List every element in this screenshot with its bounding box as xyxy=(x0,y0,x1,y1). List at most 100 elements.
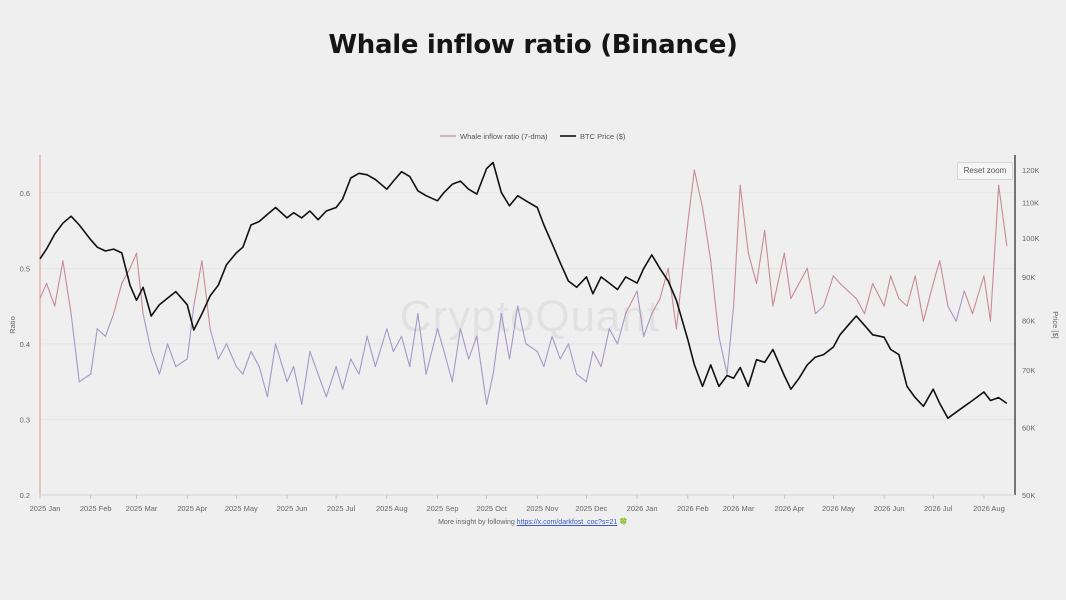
legend[interactable]: Whale inflow ratio (7-dma) BTC Price ($) xyxy=(440,132,626,141)
x-tick-label: 2025 Jun xyxy=(277,504,308,513)
whale-ratio-segment xyxy=(492,313,502,375)
right-tick-label: 110K xyxy=(1022,198,1039,207)
whale-ratio-segment xyxy=(476,335,488,405)
whale-ratio-segment xyxy=(710,260,720,337)
whale-ratio-segment xyxy=(121,267,131,284)
whale-ratio-segment xyxy=(217,343,228,360)
whale-ratio-segment xyxy=(806,267,816,315)
x-tick-label: 2025 Feb xyxy=(80,504,112,513)
whale-ratio-segment xyxy=(739,184,749,254)
whale-ratio-segment xyxy=(350,358,360,375)
whale-ratio-segment xyxy=(651,298,661,315)
whale-ratio-segment xyxy=(914,275,924,322)
legend-label-whale-ratio[interactable]: Whale inflow ratio (7-dma) xyxy=(460,132,548,141)
whale-ratio-segment xyxy=(301,350,311,405)
whale-ratio-segment xyxy=(733,184,741,307)
whale-ratio-segment xyxy=(250,350,260,368)
whale-ratio-segment xyxy=(135,252,144,315)
x-tick-label: 2025 Jan xyxy=(30,504,61,513)
whale-ratio-segment xyxy=(508,305,519,360)
whale-ratio-segment xyxy=(486,373,494,405)
whale-ratio-segment xyxy=(517,305,527,345)
whale-ratio-segment xyxy=(167,343,177,368)
whale-ratio-segment xyxy=(932,260,941,284)
left-axis-title: Ratio xyxy=(8,316,17,334)
whale-ratio-segment xyxy=(832,275,841,284)
whale-ratio-segment xyxy=(392,335,403,352)
whale-ratio-segment xyxy=(559,343,569,360)
whale-ratio-segment xyxy=(659,267,669,300)
x-tick-label: 2026 Feb xyxy=(677,504,709,513)
footer-note: More insight by following https://x.com/… xyxy=(0,518,1066,526)
whale-ratio-segment xyxy=(971,275,985,315)
whale-ratio-segment xyxy=(468,335,478,360)
whale-ratio-segment xyxy=(258,366,268,398)
whale-ratio-segment xyxy=(643,313,653,337)
series-lines xyxy=(39,161,1008,419)
whale-ratio-segment xyxy=(104,313,115,337)
whale-ratio-segment xyxy=(235,366,244,375)
whale-ratio-segment xyxy=(209,328,219,360)
whale-ratio-segment xyxy=(158,343,169,375)
whale-ratio-segment xyxy=(863,282,874,315)
x-tick-label: 2025 Aug xyxy=(376,504,408,513)
whale-ratio-segment xyxy=(839,282,849,292)
left-tick-label: 0.3 xyxy=(20,415,30,424)
whale-ratio-segment xyxy=(70,313,80,383)
whale-ratio-segment xyxy=(443,350,453,383)
chart-title: Whale inflow ratio (Binance) xyxy=(328,30,738,60)
whale-ratio-segment xyxy=(667,267,677,330)
whale-ratio-segment xyxy=(922,282,934,322)
right-tick-label: 120K xyxy=(1022,166,1040,175)
whale-ratio-segment xyxy=(755,230,766,284)
right-tick-label: 70K xyxy=(1022,366,1035,375)
whale-ratio-segment xyxy=(600,328,610,368)
x-tick-label: 2026 May xyxy=(822,504,855,513)
whale-ratio-segment xyxy=(96,328,106,337)
whale-ratio-segment xyxy=(386,328,394,352)
whale-ratio-segment xyxy=(400,335,411,368)
whale-ratio-segment xyxy=(150,350,160,375)
whale-ratio-segment xyxy=(576,373,587,383)
whale-ratio-segment xyxy=(847,290,857,300)
right-tick-label: 90K xyxy=(1022,273,1035,282)
right-tick-label: 50K xyxy=(1022,491,1035,500)
footer-link[interactable]: https://x.com/darkfost_coc?s=21 xyxy=(516,519,618,526)
x-tick-label: 2026 Aug xyxy=(973,504,1005,513)
whale-ratio-segment xyxy=(543,335,553,368)
whale-ratio-segment xyxy=(747,252,758,284)
left-tick-label: 0.4 xyxy=(20,340,30,349)
whale-ratio-segment xyxy=(242,350,252,375)
x-tick-label: 2025 Dec xyxy=(575,504,607,513)
whale-ratio-segment xyxy=(129,252,138,269)
whale-ratio-segment xyxy=(500,313,511,360)
whale-ratio-segment xyxy=(186,305,195,360)
whale-ratio-segment xyxy=(872,282,885,307)
whale-ratio-segment xyxy=(286,366,295,383)
whale-ratio-segment xyxy=(726,305,735,375)
whale-ratio-segment xyxy=(998,184,1008,247)
whale-ratio-segment xyxy=(374,328,388,368)
x-tick-label: 2025 Mar xyxy=(126,504,158,513)
whale-ratio-segment xyxy=(798,267,808,284)
whale-ratio-segment xyxy=(536,350,545,368)
x-tick-label: 2025 Jul xyxy=(327,504,356,513)
whale-ratio-segment xyxy=(425,328,439,375)
grid-lines xyxy=(40,192,1015,496)
whale-ratio-segment xyxy=(366,335,376,368)
x-tick-label: 2026 Jan xyxy=(627,504,658,513)
x-tick-label: 2026 Jul xyxy=(924,504,953,513)
whale-ratio-segment xyxy=(823,275,834,307)
reset-zoom-button[interactable]: Reset zoom xyxy=(957,162,1013,180)
legend-label-btc-price[interactable]: BTC Price ($) xyxy=(580,132,626,141)
whale-ratio-segment xyxy=(175,358,188,368)
whale-ratio-segment xyxy=(39,282,48,300)
whale-ratio-segment xyxy=(62,260,72,315)
x-tick-label: 2025 Oct xyxy=(476,504,507,513)
whale-ratio-segment xyxy=(317,373,327,398)
whale-ratio-segment xyxy=(436,328,445,352)
whale-ratio-segment xyxy=(955,290,965,322)
whale-ratio-segment xyxy=(790,282,800,300)
whale-ratio-segment xyxy=(309,350,319,375)
